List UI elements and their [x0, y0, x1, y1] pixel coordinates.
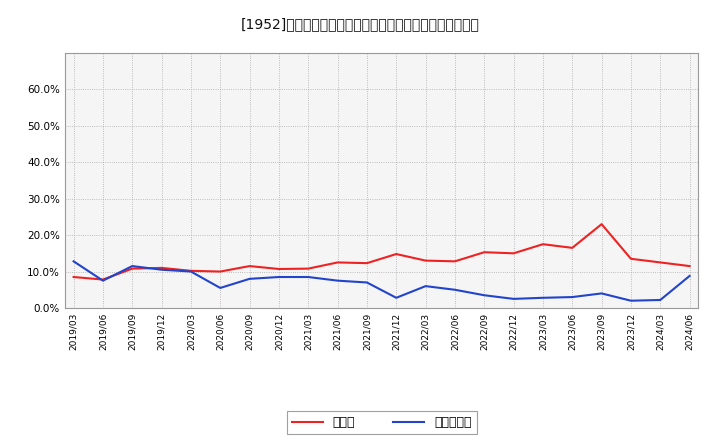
有利子負債 — [157, 267, 166, 272]
現領金 — [99, 277, 107, 282]
有利子負債 — [421, 283, 430, 289]
有利子負債 — [509, 296, 518, 301]
有利子負債 — [539, 295, 547, 301]
有利子負債 — [333, 278, 342, 283]
現領金 — [274, 266, 283, 271]
Text: [1952]　現領金、有利子負債の総資産に対する比率の推移: [1952] 現領金、有利子負債の総資産に対する比率の推移 — [240, 18, 480, 32]
現領金 — [626, 256, 635, 261]
有利子負債 — [304, 275, 312, 280]
現領金 — [451, 259, 459, 264]
現領金 — [392, 251, 400, 257]
有利子負債 — [480, 293, 489, 298]
有利子負債 — [598, 291, 606, 296]
Line: 有利子負債: 有利子負債 — [73, 261, 690, 301]
有利子負債 — [451, 287, 459, 293]
現領金 — [421, 258, 430, 263]
有利子負債 — [216, 285, 225, 290]
有利子負債 — [568, 294, 577, 300]
有利子負債 — [626, 298, 635, 303]
有利子負債 — [656, 297, 665, 303]
現領金 — [480, 249, 489, 255]
現領金 — [509, 251, 518, 256]
現領金 — [333, 260, 342, 265]
現領金 — [157, 265, 166, 271]
現領金 — [568, 245, 577, 250]
現領金 — [304, 266, 312, 271]
有利子負債 — [274, 275, 283, 280]
現領金 — [363, 260, 372, 266]
Line: 現領金: 現領金 — [73, 224, 690, 279]
現領金 — [246, 264, 254, 269]
現領金 — [186, 268, 195, 273]
現領金 — [69, 275, 78, 280]
有利子負債 — [363, 280, 372, 285]
現領金 — [656, 260, 665, 265]
現領金 — [216, 269, 225, 274]
現領金 — [128, 266, 137, 271]
Legend: 現領金, 有利子負債: 現領金, 有利子負債 — [287, 411, 477, 434]
現領金 — [539, 242, 547, 247]
有利子負債 — [392, 295, 400, 301]
有利子負債 — [246, 276, 254, 282]
現領金 — [598, 221, 606, 227]
有利子負債 — [69, 259, 78, 264]
有利子負債 — [685, 273, 694, 279]
有利子負債 — [99, 278, 107, 283]
現領金 — [685, 264, 694, 269]
有利子負債 — [128, 264, 137, 269]
有利子負債 — [186, 269, 195, 274]
